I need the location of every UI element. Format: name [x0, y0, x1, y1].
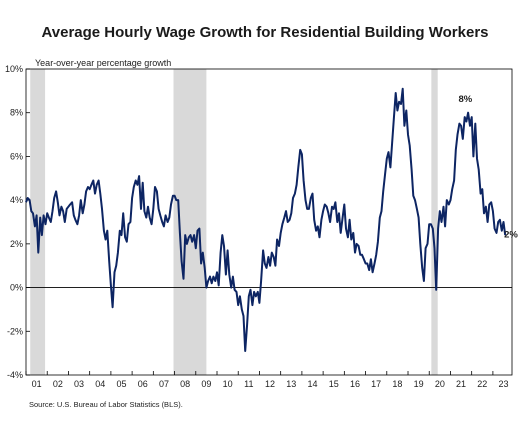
annotation-label-1: 2%: [504, 229, 518, 240]
x-tick-label: 16: [350, 379, 360, 389]
recession-bands: [30, 69, 438, 375]
x-tick-label: 01: [32, 379, 42, 389]
tick-labels: -4% -2% 0% 2% 4% 6% 8% 10% 01 02 03 04 05 06 07 08 09 10 1…: [5, 64, 509, 389]
y-tick-label: 6%: [10, 151, 23, 161]
series-line-0: [25, 87, 507, 352]
x-tick-label: 06: [138, 379, 148, 389]
x-tick-label: 09: [201, 379, 211, 389]
x-tick-label: 19: [414, 379, 424, 389]
x-tick-label: 02: [53, 379, 63, 389]
x-tick-label: 23: [499, 379, 509, 389]
annotations: 8% 2%: [458, 94, 518, 241]
x-tick-label: 18: [392, 379, 402, 389]
annotation-label-0: 8%: [458, 94, 472, 105]
x-tick-label: 14: [307, 379, 317, 389]
x-tick-label: 05: [116, 379, 126, 389]
x-tick-label: 21: [456, 379, 466, 389]
plot-frame: [25, 68, 513, 376]
x-tick-label: 10: [223, 379, 233, 389]
x-tick-label: 04: [95, 379, 105, 389]
y-tick-label: 10%: [5, 64, 23, 74]
x-tick-label: 12: [265, 379, 275, 389]
x-tick-label: 20: [435, 379, 445, 389]
x-tick-label: 08: [180, 379, 190, 389]
recession-band-2: [431, 69, 438, 375]
y-tick-label: -4%: [7, 370, 23, 380]
y-tick-label: 2%: [10, 239, 23, 249]
y-tick-label: -2%: [7, 326, 23, 336]
x-tick-label: 22: [477, 379, 487, 389]
source-note: Source: U.S. Bureau of Labor Statistics …: [29, 400, 183, 409]
chart-title: Average Hourly Wage Growth for Residenti…: [41, 24, 489, 41]
y-tick-label: 4%: [10, 195, 23, 205]
y-axis-label: Year-over-year percentage growth: [35, 58, 171, 68]
chart-axes: [25, 68, 513, 376]
x-tick-label: 13: [286, 379, 296, 389]
x-tick-label: 03: [74, 379, 84, 389]
x-tick-label: 17: [371, 379, 381, 389]
x-tick-label: 11: [244, 379, 253, 389]
y-tick-label: 0%: [10, 283, 23, 293]
x-tick-label: 07: [159, 379, 169, 389]
series-lines: [25, 87, 507, 352]
y-tick-label: 8%: [10, 108, 23, 118]
x-tick-label: 15: [329, 379, 339, 389]
